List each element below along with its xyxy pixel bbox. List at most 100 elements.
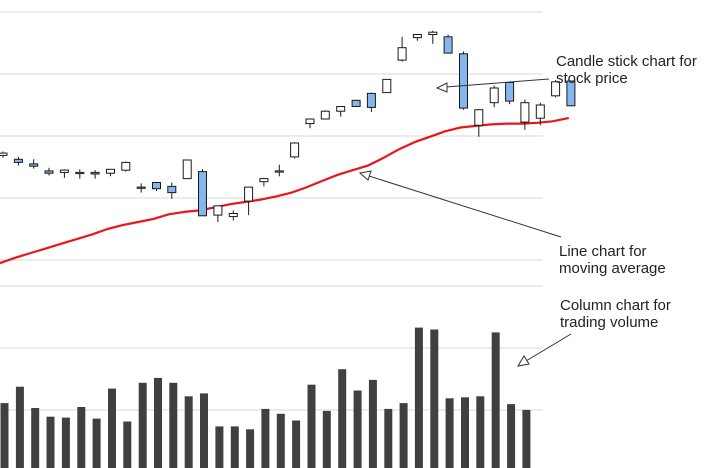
candle-body — [198, 171, 207, 217]
candle-body — [136, 186, 146, 189]
candle-body — [13, 158, 23, 163]
candle — [167, 182, 177, 199]
volume-gridlines — [0, 285, 543, 411]
volume-bar — [0, 403, 9, 468]
volume-bar — [399, 403, 408, 468]
candle-body — [459, 53, 468, 109]
candle-body — [290, 142, 300, 158]
candle-body — [489, 87, 499, 104]
candle-body — [382, 78, 392, 94]
annotation-arrow — [368, 175, 562, 238]
annotation-arrow — [525, 333, 572, 362]
candle-body — [152, 182, 161, 190]
candle-body — [0, 152, 8, 156]
volume-bar — [200, 393, 208, 468]
annotation-candlestick: Candle stick chart for stock price — [435, 53, 697, 93]
volume-bar — [368, 379, 377, 468]
volume-bar — [15, 386, 24, 468]
candle-body — [121, 161, 131, 171]
annotation-text: stock price — [556, 70, 628, 87]
volume-bar — [108, 388, 116, 468]
candle — [59, 169, 69, 178]
volume-bar — [338, 369, 347, 468]
arrow-head — [358, 170, 372, 181]
volume-bar — [92, 418, 101, 468]
candle — [551, 80, 561, 98]
volume-bar — [184, 396, 193, 468]
moving-average-series — [0, 117, 570, 265]
volume-bar — [384, 408, 393, 468]
annotation-volume: Column chart for trading volume — [517, 297, 671, 367]
volume-bar — [261, 408, 270, 468]
volume-bar — [230, 426, 239, 468]
candle — [336, 106, 346, 117]
candle — [75, 169, 85, 179]
candle — [106, 168, 115, 177]
moving-average-line — [0, 117, 570, 265]
candle — [566, 80, 576, 107]
candle-body — [412, 34, 422, 39]
volume-bar — [414, 327, 423, 468]
candle-body — [29, 163, 39, 167]
candle — [412, 34, 422, 41]
candle — [0, 151, 8, 158]
candle-body — [106, 168, 115, 174]
candle-body — [75, 171, 85, 175]
candle — [428, 30, 438, 44]
volume-bar — [461, 397, 469, 468]
candle — [213, 205, 223, 222]
annotation-moving-average: Line chart for moving average — [358, 170, 666, 277]
candle — [397, 36, 407, 62]
candle — [198, 169, 207, 217]
volume-bar — [322, 410, 331, 468]
volume-bar — [246, 429, 255, 468]
candle-body — [167, 185, 177, 194]
annotation-arrow — [445, 78, 550, 88]
candle — [44, 167, 54, 176]
candle — [136, 183, 146, 193]
candle-body — [505, 82, 515, 102]
candle-body — [520, 102, 530, 123]
candle-body — [366, 92, 376, 108]
candle — [121, 161, 131, 172]
candle-body — [551, 81, 561, 97]
candle-body — [336, 106, 346, 112]
candle — [474, 109, 484, 137]
candle — [274, 164, 284, 177]
annotation-text: Column chart for — [560, 297, 671, 314]
volume-bar — [46, 416, 55, 468]
candle — [182, 159, 192, 180]
candle-body — [474, 109, 484, 126]
candle — [29, 159, 39, 169]
candle-body — [90, 171, 100, 175]
annotation-text: moving average — [559, 260, 666, 277]
volume-bar — [445, 398, 454, 468]
candle-body — [305, 118, 315, 125]
candle — [459, 51, 468, 110]
candle — [13, 156, 23, 166]
candle-body — [182, 159, 192, 180]
volume-column-series — [0, 327, 531, 468]
candle — [443, 34, 453, 54]
volume-bar — [307, 384, 316, 468]
candle — [259, 177, 269, 187]
annotation-text: trading volume — [560, 314, 658, 331]
volume-bar — [169, 382, 178, 468]
candle — [366, 92, 376, 112]
volume-bar — [476, 396, 485, 468]
candle — [90, 170, 100, 179]
candle-body — [351, 99, 361, 108]
candle-body — [428, 31, 438, 36]
volume-bar — [215, 426, 224, 468]
candle-body — [228, 213, 238, 218]
candle-body — [443, 36, 453, 54]
candle — [520, 99, 530, 130]
candle-body — [59, 169, 69, 173]
candle-body — [566, 80, 576, 107]
candle-body — [274, 170, 284, 173]
arrow-head — [435, 82, 448, 93]
candle — [152, 182, 161, 191]
candle — [382, 78, 392, 94]
candle-body — [397, 47, 407, 61]
